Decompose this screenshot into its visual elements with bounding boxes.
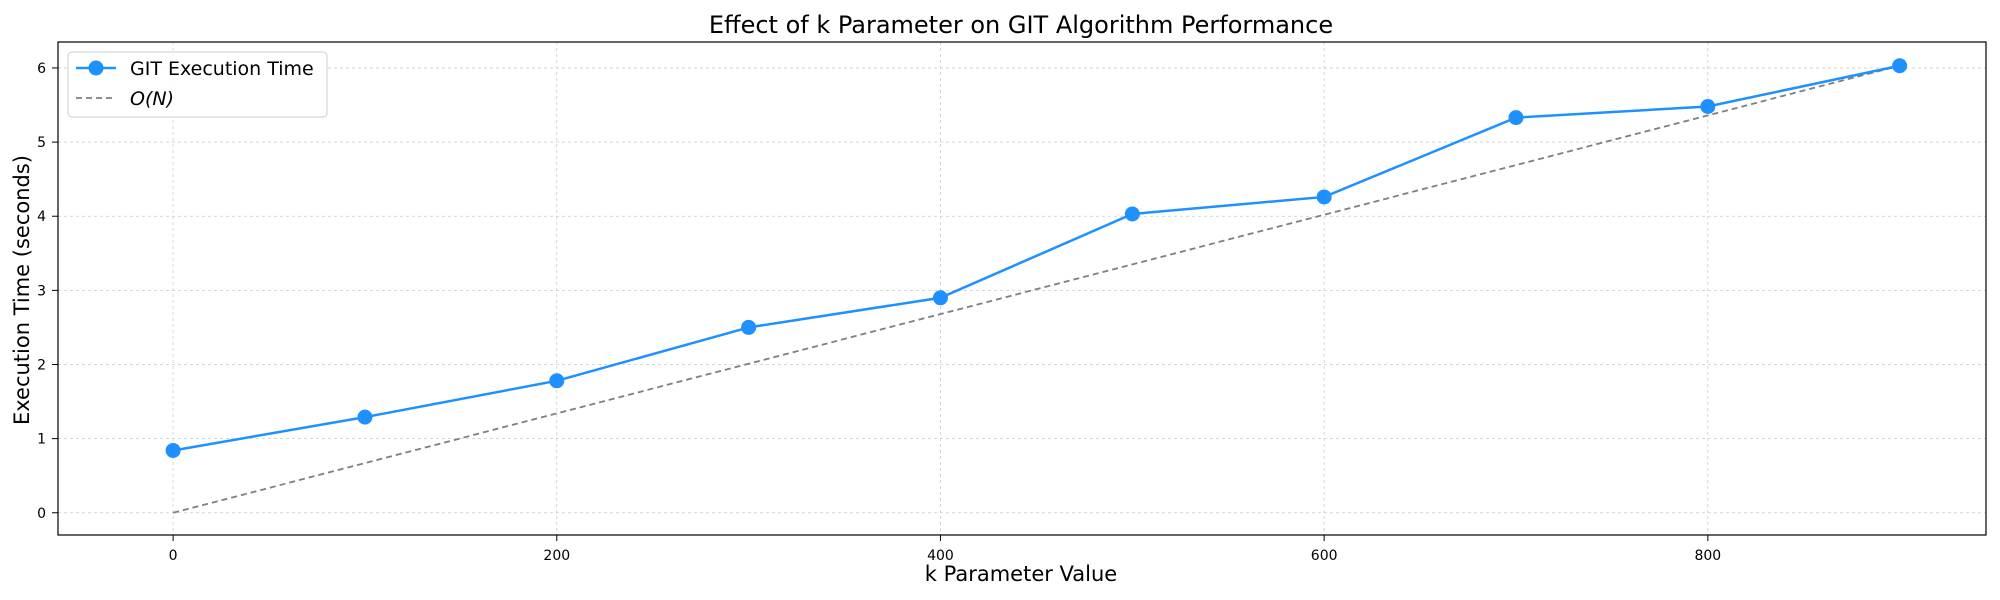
data-point — [357, 409, 373, 425]
data-point — [1316, 189, 1332, 205]
legend-label-git-execution-time: GIT Execution Time — [130, 58, 314, 80]
legend-label-o-n: O(N) — [130, 88, 174, 110]
plot-frame — [57, 41, 1987, 536]
series-layer — [165, 58, 1908, 514]
grid — [58, 42, 1986, 535]
data-point — [1892, 58, 1908, 74]
data-point — [1508, 110, 1524, 126]
data-point — [741, 319, 757, 335]
y-tick-label: 1 — [37, 432, 46, 448]
series-line-git-execution-time — [172, 64, 1900, 452]
data-point — [1700, 98, 1716, 114]
ticks: 0 200 400 600 800 0 1 2 3 4 5 6 — [37, 61, 1721, 564]
x-tick-label: 0 — [169, 548, 178, 564]
y-tick-label: 2 — [37, 357, 46, 373]
chart-title: Effect of k Parameter on GIT Algorithm P… — [709, 11, 1333, 39]
x-axis-label: k Parameter Value — [925, 562, 1117, 586]
y-tick-label: 0 — [37, 506, 46, 522]
x-tick-label: 400 — [927, 548, 954, 564]
y-tick-label: 5 — [37, 135, 46, 151]
x-tick-label: 600 — [1311, 548, 1338, 564]
x-tick-label: 800 — [1694, 548, 1721, 564]
legend-marker-git-execution-time — [88, 60, 104, 76]
y-tick-label: 3 — [37, 283, 46, 299]
y-tick-label: 4 — [37, 209, 46, 225]
data-point — [932, 290, 948, 306]
legend: GIT Execution Time O(N) — [67, 51, 328, 118]
legend-box — [67, 51, 328, 118]
data-point — [549, 373, 565, 389]
series-line-o-n — [172, 64, 1900, 514]
data-point — [1124, 206, 1140, 222]
y-tick-label: 6 — [37, 61, 46, 77]
data-point — [165, 442, 181, 458]
x-tick-label: 200 — [543, 548, 570, 564]
y-axis-label: Execution Time (seconds) — [10, 155, 34, 425]
